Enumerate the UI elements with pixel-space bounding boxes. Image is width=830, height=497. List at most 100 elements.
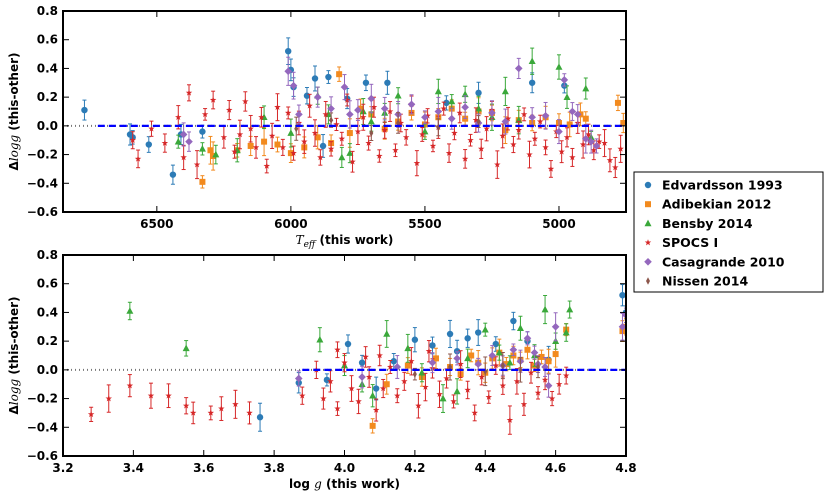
data-point: [147, 392, 155, 399]
data-point: [536, 118, 544, 125]
data-point: [182, 344, 190, 352]
data-point: [492, 362, 500, 369]
legend-item-adibekian-2012: Adibekian 2012: [645, 197, 771, 212]
legend-marker: [645, 201, 651, 208]
data-point: [394, 91, 402, 99]
data-point: [327, 377, 334, 385]
data-point: [614, 99, 621, 106]
data-point: [333, 121, 340, 128]
data-point: [510, 317, 517, 325]
top-series-spocs-i: [129, 84, 624, 180]
x-tick-label: 6000: [274, 217, 307, 231]
data-point: [340, 83, 349, 91]
data-point: [367, 94, 376, 103]
data-point: [290, 149, 297, 156]
data-point: [422, 383, 429, 390]
data-point: [383, 381, 390, 388]
data-point: [387, 363, 394, 370]
data-point: [513, 377, 521, 385]
x-tick-label: 4.8: [615, 461, 636, 475]
data-point: [242, 98, 249, 105]
data-point: [189, 409, 197, 416]
data-point: [461, 155, 469, 162]
bottom-xlabel: log g (this work): [289, 477, 400, 491]
data-point: [415, 402, 422, 409]
data-point: [357, 105, 364, 112]
data-point: [198, 145, 206, 152]
data-point: [220, 133, 228, 141]
data-point: [319, 142, 327, 150]
data-point: [476, 117, 481, 126]
data-point: [453, 387, 461, 395]
y-tick-label: −0.4: [27, 420, 58, 434]
data-point: [472, 116, 480, 123]
data-point: [369, 422, 376, 429]
data-point: [582, 115, 589, 122]
data-point: [569, 154, 576, 161]
data-point: [372, 385, 380, 392]
data-point: [590, 146, 598, 154]
bottom-ylabel: Δlogg (this-other): [7, 297, 21, 415]
data-point: [294, 374, 303, 383]
data-point: [461, 103, 469, 111]
data-point: [464, 386, 471, 393]
data-point: [386, 108, 394, 115]
data-point: [314, 134, 321, 141]
data-point: [538, 353, 545, 360]
data-point: [325, 73, 332, 81]
data-point: [134, 155, 142, 162]
x-tick-label: 4.2: [404, 461, 425, 475]
data-point: [528, 79, 536, 86]
legend-marker: [644, 219, 652, 227]
data-point: [620, 119, 626, 126]
x-tick-label: 3.6: [193, 461, 214, 475]
bottom-series-bensby-2014: [126, 295, 574, 413]
data-point: [358, 373, 366, 381]
data-point: [566, 121, 573, 128]
data-point: [464, 354, 472, 362]
data-point: [494, 161, 501, 168]
data-point: [488, 109, 496, 117]
data-point: [408, 357, 415, 364]
data-point: [207, 147, 214, 154]
data-point: [544, 381, 553, 390]
data-point: [434, 107, 443, 116]
data-point: [285, 48, 292, 55]
data-point: [193, 161, 201, 168]
data-point: [446, 330, 454, 338]
data-point: [412, 370, 417, 378]
data-point: [232, 400, 239, 408]
data-point: [566, 305, 574, 313]
data-point: [471, 409, 478, 416]
data-point: [516, 324, 524, 332]
data-point: [432, 355, 439, 362]
data-point: [369, 129, 374, 137]
data-point: [346, 110, 354, 119]
data-point: [306, 102, 313, 109]
data-point: [413, 159, 421, 166]
legend-item-spocs-i: SPOCS I: [644, 235, 718, 250]
data-point: [520, 110, 528, 118]
legend-marker: [644, 239, 652, 246]
data-point: [334, 405, 341, 412]
data-point: [424, 112, 431, 119]
y-tick-label: 0.4: [37, 305, 58, 319]
data-point: [390, 358, 397, 365]
data-point: [445, 149, 453, 156]
bottom-ticks: −0.6 −0.4 −0.2 0.0 0.2 0.4 0.6 0.8 3.2 3.4 3.6 3.8 4…: [27, 248, 637, 475]
data-point: [316, 335, 324, 343]
data-point: [429, 342, 436, 349]
data-point: [531, 135, 539, 142]
data-point: [346, 149, 354, 156]
y-tick-label: −0.2: [27, 392, 58, 406]
data-point: [501, 87, 509, 95]
data-point: [370, 103, 378, 110]
data-point: [346, 130, 353, 137]
y-tick-label: −0.2: [27, 148, 58, 162]
data-point: [547, 165, 555, 172]
data-point: [145, 141, 152, 148]
data-point: [161, 139, 169, 146]
data-point: [225, 106, 233, 113]
data-point: [515, 126, 522, 133]
data-point: [475, 104, 483, 112]
